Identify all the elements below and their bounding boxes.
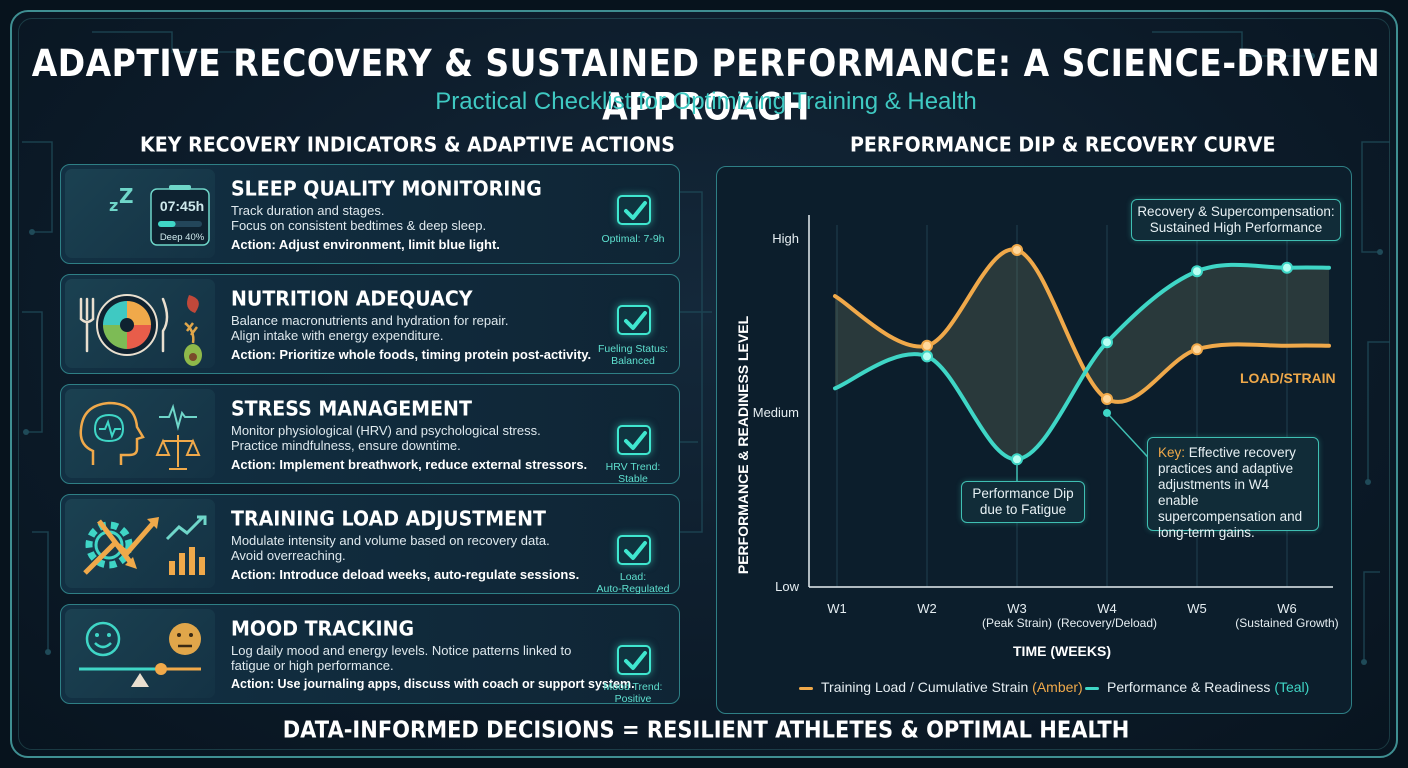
brain-head-icon — [65, 389, 215, 478]
checkmark-icon — [617, 195, 651, 225]
legend-item-load: Training Load / Cumulative Strain (Amber… — [799, 679, 1083, 695]
svg-text:Z: Z — [119, 184, 134, 208]
mood-faces-icon — [65, 609, 215, 698]
card-action: Action: Adjust environment, limit blue l… — [231, 237, 500, 252]
card-description: Focus on consistent bedtimes & deep slee… — [231, 218, 487, 233]
card-action: Action: Use journaling apps, discuss wit… — [231, 677, 635, 691]
data-point-performance-w3 — [1011, 453, 1023, 466]
card-training-load: TRAINING LOAD ADJUSTMENT Modulate intens… — [60, 494, 680, 595]
y-tick-low: Low — [775, 579, 799, 594]
y-tick-medium: Medium — [752, 405, 799, 420]
status-label: Fueling Status: Balanced — [597, 343, 669, 367]
x-tick-w1: W1 — [827, 601, 847, 616]
strain-gap-area — [835, 249, 1329, 460]
callout-key: Key: Effective recovery practices and ad… — [1147, 437, 1319, 540]
card-description: Track duration and stages. — [231, 203, 385, 218]
sleep-device-time: 07:45h — [159, 198, 205, 214]
data-point-load-w5 — [1191, 343, 1203, 356]
x-tick-w3: W3 (Peak Strain) — [981, 601, 1053, 630]
legend-item-performance: Performance & Readiness (Teal) — [1085, 679, 1309, 695]
data-point-load-w4 — [1101, 392, 1113, 405]
gear-trend-icon — [65, 499, 215, 588]
card-title: STRESS MANAGEMENT — [231, 397, 472, 421]
deep-sleep-bar-fill — [158, 221, 176, 227]
y-tick-high: High — [772, 231, 799, 246]
card-action: Action: Prioritize whole foods, timing p… — [231, 347, 592, 362]
card-description: fatigue or high performance. — [231, 658, 394, 673]
legend-swatch-amber — [799, 686, 813, 690]
footer-banner: DATA-INFORMED DECISIONS = RESILIENT ATHL… — [282, 717, 1130, 743]
card-stress: STRESS MANAGEMENT Monitor physiological … — [60, 384, 680, 485]
card-title: NUTRITION ADEQUACY — [231, 287, 473, 311]
card-title: TRAINING LOAD ADJUSTMENT — [231, 507, 546, 531]
status-label: HRV Trend: Stable — [605, 461, 661, 485]
checkmark-icon — [617, 645, 651, 675]
x-axis-label: TIME (WEEKS) — [1013, 643, 1111, 659]
data-point-performance-w2 — [921, 350, 933, 363]
x-tick-w5: W5 — [1187, 601, 1207, 616]
key-anchor-dot — [1103, 408, 1111, 417]
moon-sleep-icon: z Z 07:45h Deep 40% — [65, 169, 215, 258]
card-action: Action: Introduce deload weeks, auto-reg… — [231, 567, 580, 582]
plate-nutrition-icon — [65, 279, 215, 368]
callout-performance-dip: Performance Dip due to Fatigue — [961, 481, 1085, 523]
left-section-title: KEY RECOVERY INDICATORS & ADAPTIVE ACTIO… — [140, 133, 675, 157]
main-title: ADAPTIVE RECOVERY & SUSTAINED PERFORMANC… — [31, 41, 1381, 129]
callout-supercompensation: Recovery & Supercompensation: Sustained … — [1131, 199, 1341, 241]
chart-plot — [808, 215, 1333, 588]
checkmark-icon — [617, 535, 651, 565]
card-description: Avoid overreaching. — [231, 548, 346, 563]
subtitle: Practical Checklist for Optimizing Train… — [435, 88, 977, 115]
card-description: Monitor physiological (HRV) and psycholo… — [231, 423, 541, 438]
data-point-performance-w4 — [1101, 336, 1113, 349]
card-description: Balance macronutrients and hydration for… — [231, 313, 509, 328]
key-label: Key: — [1158, 445, 1186, 460]
data-point-performance-w5 — [1191, 265, 1203, 278]
status-label: Optimal: 7-9h — [601, 233, 665, 245]
status-label: Mood Trend: Positive — [603, 681, 663, 705]
card-description: Practice mindfulness, ensure downtime. — [231, 438, 461, 453]
card-mood: MOOD TRACKING Log daily mood and energy … — [60, 604, 680, 705]
card-title: MOOD TRACKING — [231, 617, 415, 641]
x-tick-w2: W2 — [917, 601, 937, 616]
x-tick-w6: W6 (Sustained Growth) — [1235, 601, 1339, 630]
key-text: Effective recovery practices and adaptiv… — [1158, 445, 1303, 540]
card-description: Log daily mood and energy levels. Notice… — [231, 643, 572, 658]
sleep-device-deep: Deep 40% — [159, 232, 205, 243]
data-point-performance-w6 — [1281, 261, 1293, 274]
card-description: Align intake with energy expenditure. — [231, 328, 444, 343]
recovery-curve-chart: PERFORMANCE & READINESS LEVEL Low Medium H… — [716, 166, 1352, 714]
checkmark-icon — [617, 425, 651, 455]
checkmark-icon — [617, 305, 651, 335]
card-description: Modulate intensity and volume based on r… — [231, 533, 550, 548]
card-nutrition: NUTRITION ADEQUACY Balance macronutrient… — [60, 274, 680, 374]
series-label-load: LOAD/STRAIN — [1240, 370, 1336, 386]
card-action: Action: Implement breathwork, reduce ext… — [231, 457, 588, 472]
svg-text:z: z — [109, 196, 118, 215]
status-label: Load: Auto-Regulated — [596, 571, 670, 595]
card-title: SLEEP QUALITY MONITORING — [231, 177, 542, 201]
data-point-load-w2 — [921, 339, 933, 352]
card-sleep: z Z 07:45h Deep 40% SLEEP QUALITY MONITO… — [60, 164, 680, 264]
infographic-frame: ADAPTIVE RECOVERY & SUSTAINED PERFORMANC… — [10, 10, 1398, 758]
x-tick-w4: W4 (Recovery/Deload) — [1056, 601, 1158, 630]
y-axis-label: PERFORMANCE & READINESS LEVEL — [735, 315, 751, 575]
data-point-load-w3 — [1011, 243, 1023, 256]
legend-swatch-teal — [1085, 686, 1099, 690]
right-section-title: PERFORMANCE DIP & RECOVERY CURVE — [850, 133, 1276, 157]
